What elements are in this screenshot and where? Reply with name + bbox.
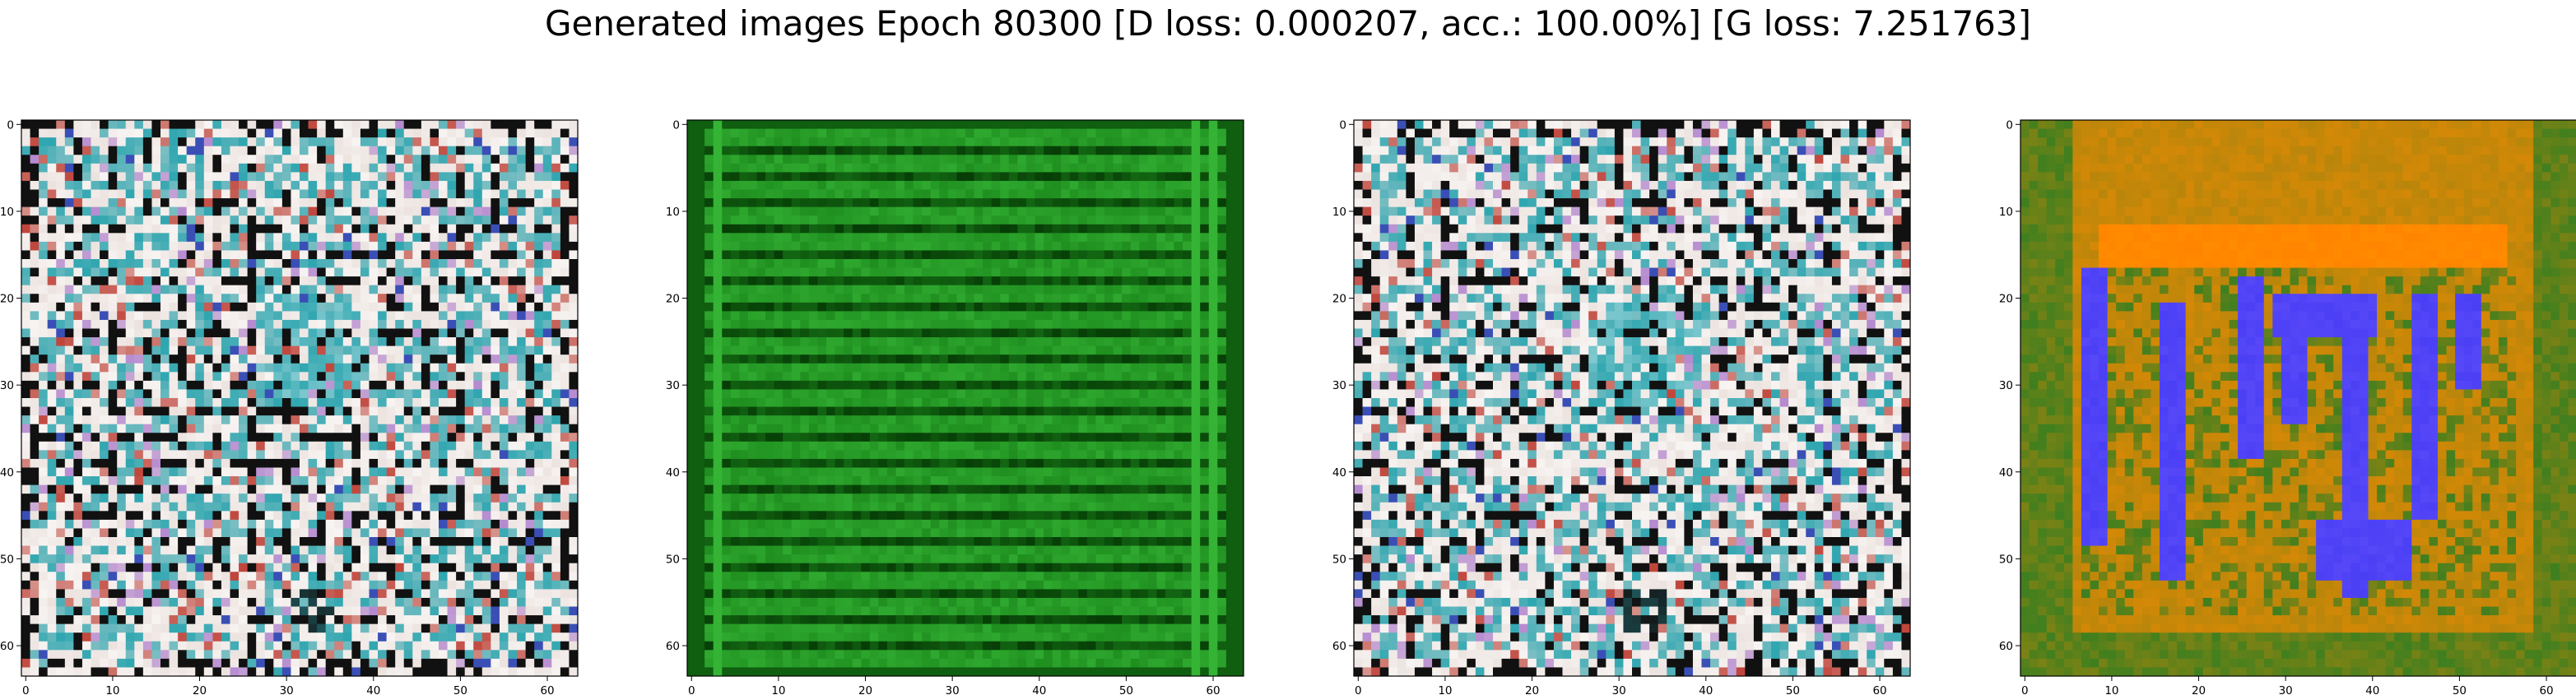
heatmap-image [2020,120,2576,677]
y-tick-label: 30 [666,379,680,392]
image-panel-1: 0 10 20 30 40 50 60 0 10 20 30 40 50 60 [0,118,579,695]
y-tick-label: 40 [0,466,14,480]
y-tick-label: 40 [666,466,680,480]
y-tick-label: 10 [1332,206,1346,219]
y-tick-label: 20 [1332,293,1346,306]
y-tick-label: 0 [672,118,680,132]
y-tick-label: 30 [0,379,14,392]
image-panel-2: 0 10 20 30 40 50 60 0 10 20 30 40 50 60 [666,118,1244,695]
y-tick-label: 50 [1999,553,2013,566]
x-tick-label: 10 [2104,684,2118,695]
y-tick-label: 20 [1999,293,2013,306]
y-tick-label: 60 [1999,640,2013,653]
x-tick-label: 30 [280,684,294,695]
x-tick-label: 10 [105,684,119,695]
y-tick-label: 30 [1999,379,2013,392]
axes-frame [2020,119,2576,677]
x-tick-label: 20 [1525,684,1539,695]
x-tick-label: 50 [1119,684,1133,695]
heatmap-image [1354,120,1911,677]
x-tick-label: 50 [453,684,467,695]
y-tick-label: 60 [666,640,680,653]
x-tick-label: 20 [858,684,872,695]
x-tick-label: 30 [1612,684,1626,695]
x-tick-label: 40 [1032,684,1046,695]
x-tick-label: 60 [540,684,554,695]
x-tick-label: 40 [2365,684,2379,695]
heatmap-image [687,120,1244,677]
y-tick-label: 0 [1339,118,1346,132]
x-tick-label: 60 [1872,684,1886,695]
x-tick-label: 0 [688,684,695,695]
figure-suptitle: Generated images Epoch 80300 [D loss: 0.… [544,3,2032,44]
y-tick-label: 40 [1332,466,1346,480]
y-tick-label: 20 [666,293,680,306]
axes-frame [686,119,1244,677]
y-tick-label: 0 [2006,118,2013,132]
y-tick-label: 40 [1999,466,2013,480]
image-panel-3: 0 10 20 30 40 50 60 0 10 20 30 40 50 60 [1332,118,1911,695]
x-tick-label: 20 [2192,684,2206,695]
y-tick-label: 10 [666,206,680,219]
image-panel-4: 0 10 20 30 40 50 60 0 10 20 30 40 50 60 [1999,118,2576,695]
x-tick-label: 60 [2539,684,2553,695]
x-tick-label: 30 [946,684,960,695]
x-tick-label: 60 [1206,684,1220,695]
y-tick-label: 10 [0,206,14,219]
x-tick-label: 10 [1438,684,1452,695]
y-tick-label: 50 [0,553,14,566]
heatmap-image [21,120,579,677]
x-tick-label: 0 [22,684,30,695]
y-tick-label: 10 [1999,206,2013,219]
y-tick-label: 0 [7,118,14,132]
x-tick-label: 30 [2279,684,2293,695]
x-tick-label: 10 [771,684,785,695]
y-tick-label: 20 [0,293,14,306]
y-tick-label: 50 [1332,553,1346,566]
y-tick-label: 50 [666,553,680,566]
x-tick-label: 40 [1699,684,1713,695]
x-tick-label: 0 [1355,684,1362,695]
y-tick-label: 60 [1332,640,1346,653]
x-tick-label: 40 [366,684,380,695]
axes-frame [1353,119,1911,677]
y-tick-label: 60 [0,640,14,653]
x-tick-label: 50 [1786,684,1800,695]
y-tick-label: 30 [1332,379,1346,392]
x-tick-label: 0 [2021,684,2029,695]
x-tick-label: 50 [2453,684,2467,695]
x-tick-label: 20 [193,684,207,695]
axes-frame [21,119,579,677]
